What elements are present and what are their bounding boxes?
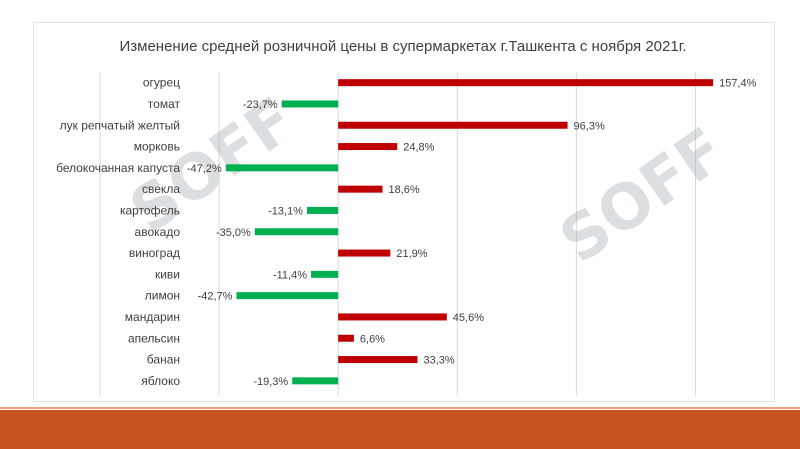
category-label: яблоко [141, 374, 180, 388]
category-label: картофель [120, 203, 180, 217]
category-label: апельсин [128, 331, 180, 345]
bar-8 [338, 249, 391, 257]
category-label: мандарин [125, 310, 180, 324]
bar-0 [338, 79, 714, 87]
value-label: -47,2% [187, 163, 222, 175]
bar-9 [311, 270, 339, 278]
watermark-text-right: SOFF [547, 113, 738, 277]
value-label: -35,0% [216, 227, 251, 239]
bar-2 [338, 121, 568, 129]
value-label: 24,8% [403, 142, 434, 154]
value-label: -23,7% [243, 99, 278, 111]
category-label: свекла [142, 182, 180, 196]
bar-3 [338, 143, 398, 151]
bar-7 [254, 228, 339, 236]
footer-band [0, 410, 800, 449]
category-label: виноград [129, 246, 180, 260]
category-label: авокадо [135, 225, 181, 239]
value-label: 157,4% [719, 78, 757, 90]
category-label: банан [147, 353, 180, 367]
value-label: 33,3% [423, 355, 454, 367]
bar-10 [236, 292, 339, 300]
value-labels: 157,4% -23,7% 96,3% 24,8% -47,2% 18,6% -13,1% -… [187, 78, 757, 388]
category-label: лимон [145, 289, 180, 303]
value-label: -11,4% [273, 269, 307, 281]
bar-5 [338, 185, 383, 193]
category-label: томат [148, 97, 181, 111]
category-label: киви [155, 267, 180, 281]
category-label: лук репчатый желтый [60, 118, 180, 132]
bar-4 [225, 164, 339, 172]
value-label: -42,7% [198, 291, 233, 303]
bar-11 [338, 313, 447, 321]
watermark-logo-right: SOFF [547, 113, 738, 277]
bar-12 [338, 334, 354, 342]
bar-6 [306, 206, 339, 214]
value-label: -13,1% [268, 205, 303, 217]
value-label: 6,6% [360, 333, 385, 345]
category-label: огурец [143, 76, 180, 90]
bar-14 [292, 377, 339, 385]
bar-13 [338, 356, 418, 364]
chart-title: Изменение средней розничной цены в супер… [119, 38, 687, 55]
category-label: морковь [134, 140, 180, 154]
bars [225, 79, 714, 385]
footer-accent-line [0, 407, 800, 409]
category-labels: огурец томат лук репчатый желтый морковь бел… [56, 76, 180, 388]
value-label: 45,6% [453, 312, 484, 324]
category-label: белокочанная капуста [56, 161, 180, 175]
value-label: -19,3% [253, 376, 288, 388]
value-label: 96,3% [574, 120, 605, 132]
bar-1 [281, 100, 339, 108]
value-label: 21,9% [396, 248, 427, 260]
value-label: 18,6% [388, 184, 419, 196]
